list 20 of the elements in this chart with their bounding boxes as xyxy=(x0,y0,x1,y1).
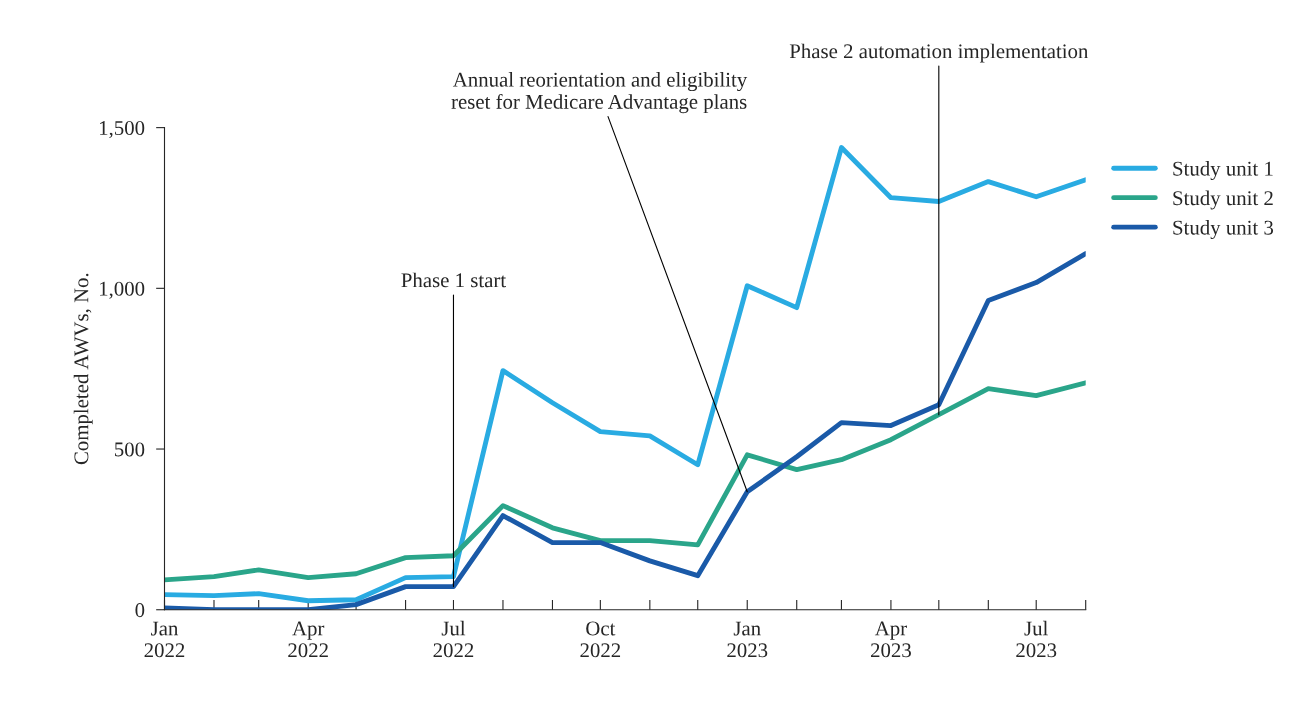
x-tick-label: Jan 2023 xyxy=(727,621,768,658)
legend-label: Study unit 1 xyxy=(1173,161,1273,180)
x-tick-label: Oct 2022 xyxy=(580,621,621,658)
line-series xyxy=(164,145,1086,604)
x-tick-label: Jan 2022 xyxy=(144,621,185,658)
y-axis-title: Completed AWVs, No. xyxy=(73,273,93,465)
line-series xyxy=(164,380,1086,583)
y-tick-label: 500 xyxy=(115,442,145,457)
x-tick-label: Apr 2022 xyxy=(288,621,328,658)
y-tick-label: 0 xyxy=(135,603,145,618)
legend-label: Study unit 3 xyxy=(1173,220,1274,239)
y-tick-label: 1,500 xyxy=(100,120,145,139)
x-tick-label: Apr 2023 xyxy=(871,621,911,658)
legend-label: Study unit 2 xyxy=(1173,190,1273,210)
annotation: Phase 2 automation implementation xyxy=(789,43,1089,63)
y-tick-label: 1,000 xyxy=(100,281,145,299)
annotation: Phase 1 start xyxy=(401,272,506,288)
x-tick-label: Jul 2023 xyxy=(1016,620,1057,658)
annotation: Annual reorientation and eligibility reset for Medicare Advantage plans xyxy=(451,72,748,114)
x-tick-label: Jul 2022 xyxy=(433,620,474,658)
